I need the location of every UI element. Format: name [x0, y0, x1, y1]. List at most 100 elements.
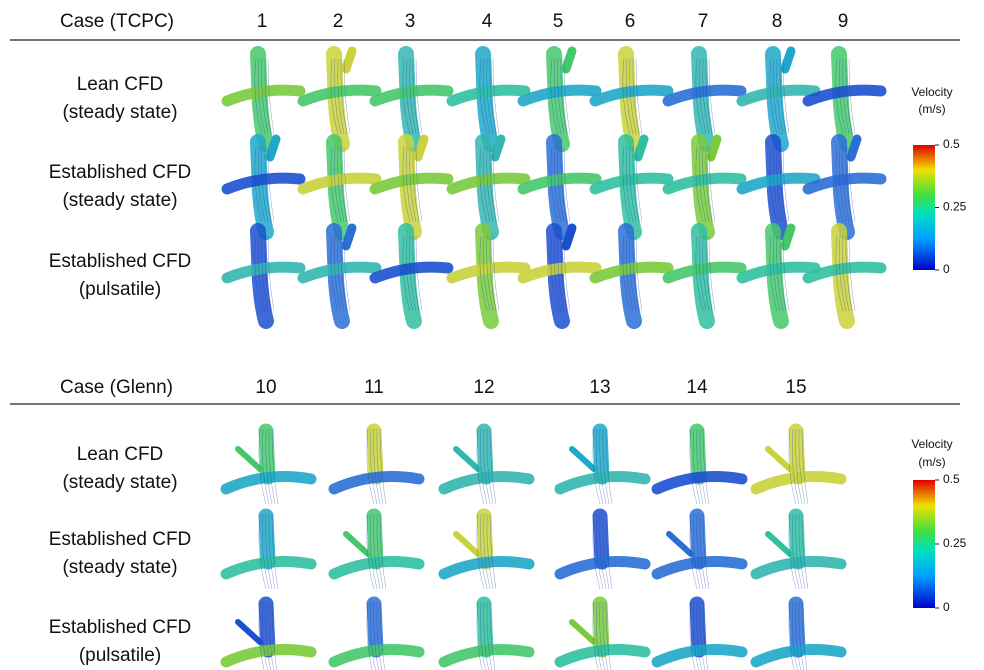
vessel-branch [657, 477, 742, 489]
vessel-render [756, 514, 841, 589]
row-label: (steady state) [62, 557, 177, 578]
vessel-branch [226, 650, 311, 662]
vessel-render [756, 602, 841, 670]
vessel-render [334, 514, 419, 589]
colorbar-title: Velocity [911, 437, 952, 451]
vessel-trunk [697, 604, 699, 650]
case-number: 5 [553, 11, 564, 32]
case-number: 11 [364, 377, 384, 398]
vessel-branch [418, 139, 424, 157]
vessel-render [560, 429, 645, 504]
vessel-trunk [796, 604, 798, 650]
vessel-render [452, 231, 525, 321]
vessel-render [227, 54, 300, 144]
colorbar-tick-label: 0 [943, 262, 950, 276]
case-number: 9 [838, 11, 849, 32]
vessel-render [303, 228, 376, 321]
vessel-branch [768, 534, 790, 554]
figure: Case (TCPC)123456789Lean CFD(steady stat… [0, 0, 984, 670]
vessel-trunk [600, 604, 602, 650]
case-number: 14 [686, 377, 708, 398]
vessel-branch [566, 51, 572, 69]
vessel-branch [851, 139, 857, 157]
colorbar-tick-label: 0.5 [943, 472, 960, 486]
vessel-trunk [266, 604, 268, 650]
vessel-render [452, 54, 525, 144]
vessel-branch [711, 139, 717, 157]
vessel-trunk [374, 431, 376, 477]
case-number: 4 [482, 11, 493, 32]
vessel-render [560, 514, 645, 589]
vessel-trunk [697, 516, 699, 562]
vessel-branch [785, 228, 791, 246]
vessel-render [808, 54, 881, 144]
row-label: (pulsatile) [79, 645, 161, 666]
vessel-branch [657, 562, 742, 574]
vessel-render [657, 602, 742, 670]
vessel-branch [785, 51, 791, 69]
case-number: 15 [785, 377, 806, 398]
vessel-trunk [484, 431, 486, 477]
vessel-branch [270, 139, 276, 157]
vessel-render [668, 139, 741, 232]
vessel-branch [334, 650, 419, 662]
row-label: (pulsatile) [79, 279, 161, 300]
vessel-branch [334, 562, 419, 574]
vessel-branch [346, 228, 352, 246]
vessel-render [444, 602, 529, 670]
colorbar-title: (m/s) [918, 102, 945, 116]
vessel-trunk [600, 516, 602, 562]
case-number: 2 [333, 11, 344, 32]
vessel-render [303, 51, 376, 144]
vessel-render [668, 231, 741, 321]
colorbar-tick-label: 0.25 [943, 200, 967, 214]
vessel-branch [456, 449, 478, 469]
row-label: Established CFD [49, 529, 192, 550]
vessel-render [523, 142, 596, 232]
vessel-branch [560, 650, 645, 662]
row-label: Lean CFD [77, 74, 164, 95]
case-number: 12 [473, 377, 494, 398]
colorbar-tick-label: 0.25 [943, 536, 967, 550]
colorbar-tick-label: 0.5 [943, 137, 960, 151]
vessel-render [756, 429, 841, 504]
vessel-render [595, 231, 668, 321]
vessel-branch [444, 477, 529, 489]
vessel-branch [226, 477, 311, 489]
case-header: Case (TCPC) [60, 11, 174, 32]
row-label: Established CFD [49, 617, 192, 638]
case-number: 1 [257, 11, 268, 32]
colorbar [913, 480, 935, 608]
vessel-branch [334, 477, 419, 489]
row-label: Established CFD [49, 251, 192, 272]
vessel-branch [226, 562, 311, 574]
vessel-trunk [697, 431, 699, 477]
vessel-render [227, 139, 300, 232]
vessel-branch [238, 449, 260, 469]
vessel-branch [657, 650, 742, 662]
vessel-render [452, 139, 525, 232]
vessel-render [523, 228, 596, 321]
vessel-render [808, 139, 881, 232]
vessel-trunk [796, 516, 798, 562]
vessel-render [668, 54, 741, 144]
vessel-branch [756, 477, 841, 489]
vessel-branch [560, 562, 645, 574]
vessel-branch [495, 139, 501, 157]
vessel-branch [572, 449, 594, 469]
case-number: 6 [625, 11, 636, 32]
vessel-branch [768, 449, 790, 469]
case-number: 8 [772, 11, 783, 32]
row-label: Established CFD [49, 162, 192, 183]
vessel-render [375, 231, 448, 321]
vessel-render [226, 429, 311, 504]
vessel-trunk [484, 604, 486, 650]
vessel-branch [669, 534, 691, 554]
case-header: Case (Glenn) [60, 377, 173, 398]
vessel-branch [756, 562, 841, 574]
vessel-trunk [600, 431, 602, 477]
vessel-trunk [374, 516, 376, 562]
vessel-render [334, 429, 419, 504]
vessel-branch [572, 622, 594, 642]
colorbar [913, 145, 935, 270]
